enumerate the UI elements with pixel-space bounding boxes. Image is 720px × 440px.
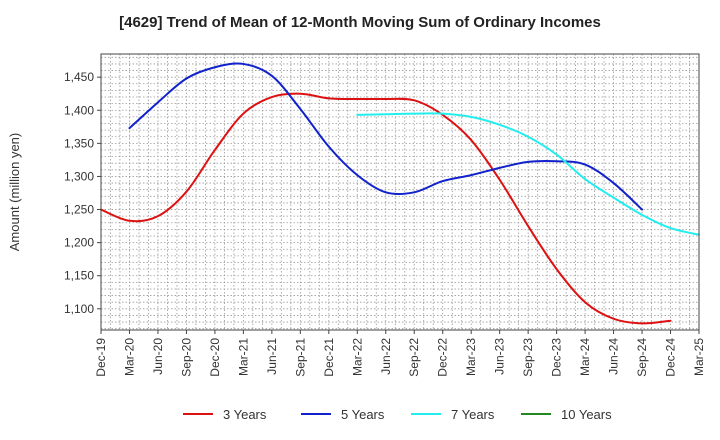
x-tick-label: Mar-21	[236, 338, 250, 376]
x-tick-label: Dec-19	[94, 338, 108, 377]
series-line-7-years	[356, 112, 700, 236]
legend-label-3-years: 3 Years	[223, 407, 267, 422]
x-tick-label: Jun-23	[493, 338, 507, 375]
x-tick-label: Mar-20	[122, 338, 136, 376]
x-tick-label: Mar-22	[350, 338, 364, 376]
series-line-5-years	[128, 62, 644, 211]
x-tick-label: Dec-24	[664, 338, 678, 377]
y-axis-label: Amount (million yen)	[7, 133, 22, 252]
x-tick-label: Dec-22	[436, 338, 450, 377]
plot-frame	[100, 53, 700, 331]
x-tick-label: Mar-25	[692, 338, 706, 376]
x-tick-label: Mar-23	[464, 338, 478, 376]
y-tick-label: 1,450	[64, 70, 94, 84]
chart-title: [4629] Trend of Mean of 12-Month Moving …	[119, 14, 601, 31]
x-tick-label: Dec-21	[322, 338, 336, 377]
x-tick-label: Dec-20	[208, 338, 222, 377]
series-line-3-years	[100, 92, 672, 325]
legend-label-10-years: 10 Years	[561, 407, 612, 422]
y-tick-label: 1,400	[64, 103, 94, 117]
x-tick-label: Sep-22	[407, 338, 421, 377]
x-tick-label: Sep-24	[635, 338, 649, 377]
x-axis: Dec-19 Mar-20 Jun-20 Sep-20 Dec-20 Mar-21 Jun-…	[94, 330, 706, 377]
x-tick-label: Sep-21	[293, 338, 307, 377]
y-tick-label: 1,350	[64, 136, 94, 150]
legend: 3 Years 5 Years 7 Years 10 Years	[183, 407, 612, 422]
plot-area	[101, 54, 699, 330]
x-tick-label: Jun-21	[265, 338, 279, 375]
x-tick-label: Sep-23	[521, 338, 535, 377]
y-tick-label: 1,250	[64, 203, 94, 217]
x-tick-label: Jun-24	[607, 338, 621, 375]
x-tick-label: Jun-20	[151, 338, 165, 375]
y-tick-label: 1,200	[64, 236, 94, 250]
legend-label-5-years: 5 Years	[341, 407, 385, 422]
x-tick-label: Dec-23	[550, 338, 564, 377]
x-tick-label: Jun-22	[379, 338, 393, 375]
x-tick-label: Mar-24	[578, 338, 592, 376]
y-tick-label: 1,150	[64, 269, 94, 283]
y-axis: 1,100 1,150 1,200 1,250 1,300 1,350 1,400 1,450	[64, 70, 101, 316]
x-tick-label: Sep-20	[179, 338, 193, 377]
y-tick-label: 1,100	[64, 302, 94, 316]
legend-label-7-years: 7 Years	[451, 407, 495, 422]
y-tick-label: 1,300	[64, 169, 94, 183]
series-lines	[100, 62, 700, 325]
